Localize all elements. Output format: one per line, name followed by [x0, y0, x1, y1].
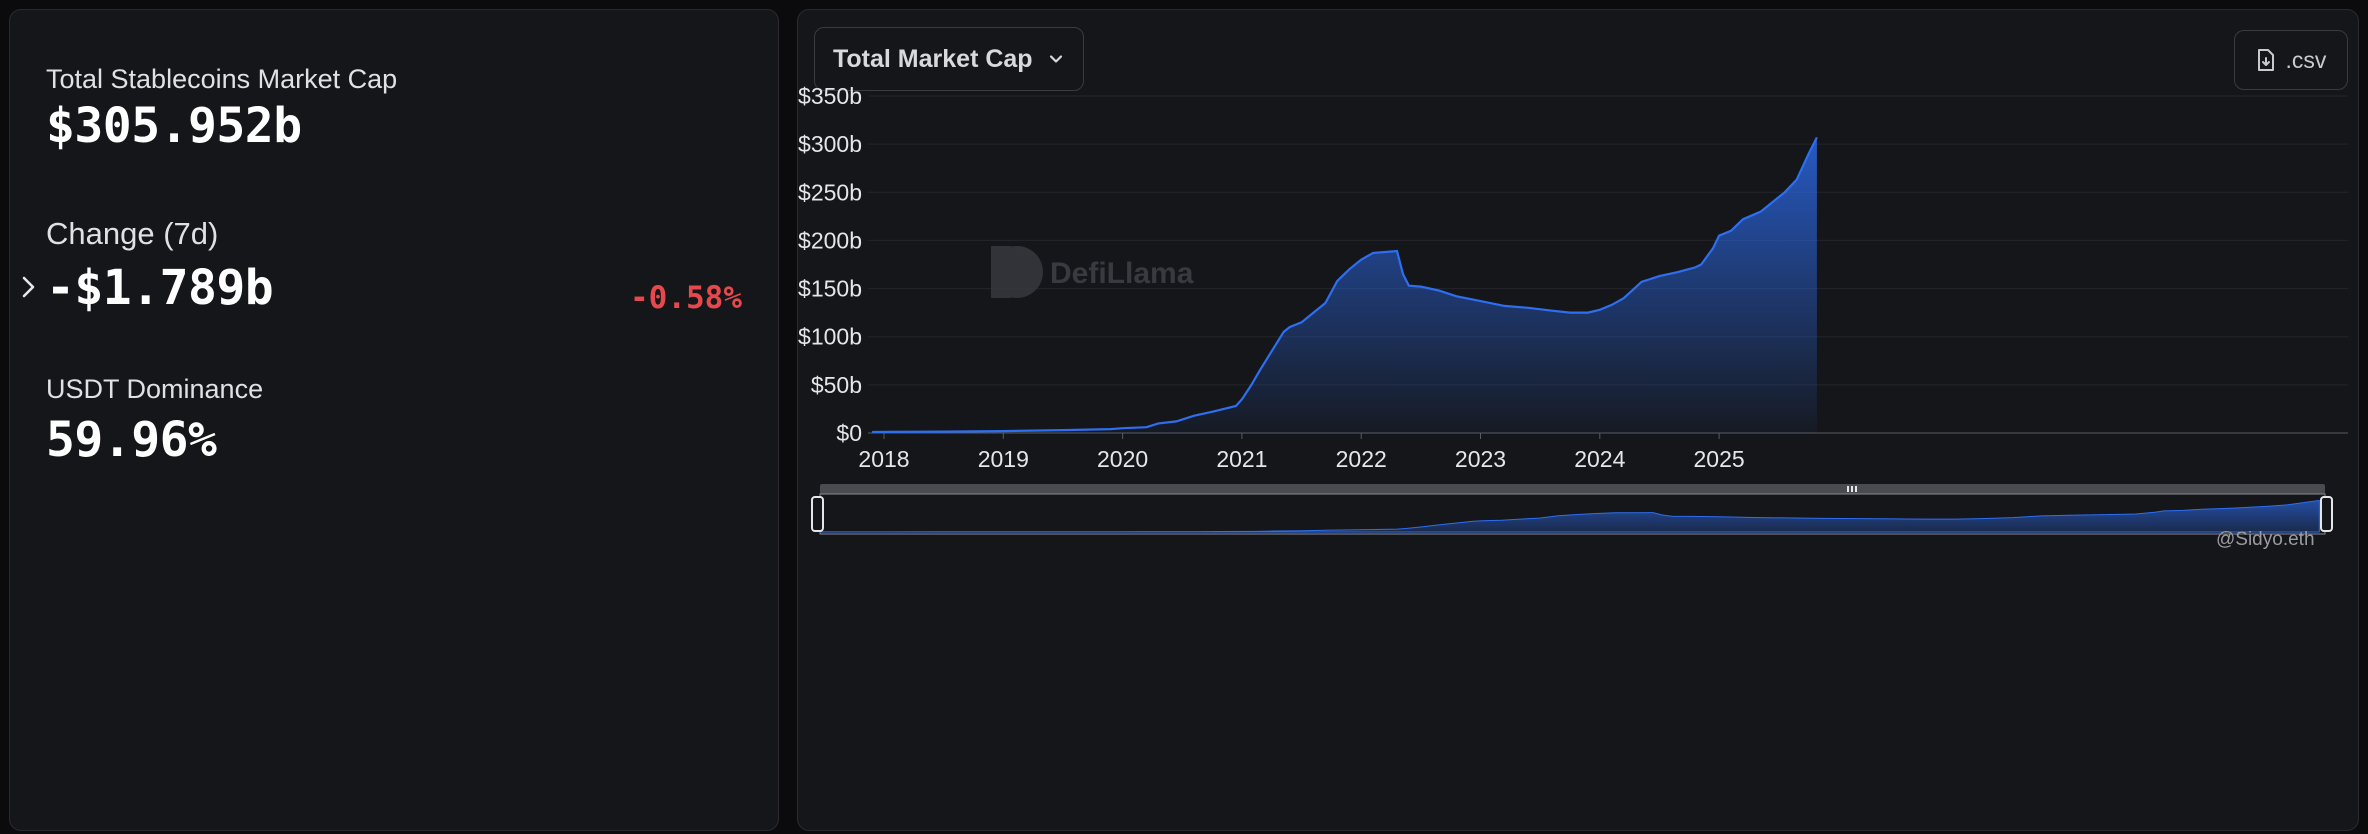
chevron-down-icon	[1049, 55, 1062, 63]
market-cap-chart: $0 $50b $100b $150b $200b $250b $300b $350b 201…	[798, 83, 2348, 550]
y-tick-label: $250b	[798, 179, 862, 205]
y-tick-label: $150b	[798, 276, 862, 302]
x-tick-label: 2025	[1694, 446, 1745, 472]
range-slider[interactable]	[811, 484, 2333, 535]
chart-credit: @Sidyo.eth	[2216, 529, 2315, 550]
total-market-cap-value: $305.952b	[46, 98, 302, 154]
x-tick-label: 2018	[858, 446, 909, 472]
y-tick-label: $200b	[798, 227, 862, 253]
minimap-area	[819, 499, 2320, 533]
usdt-dominance-label: USDT Dominance	[46, 374, 264, 404]
x-axis: 2018 2019 2020 2021 2022 2023 2024 2025	[858, 433, 1745, 472]
usdt-dominance-value: 59.96%	[46, 412, 217, 468]
x-tick-label: 2023	[1455, 446, 1506, 472]
change-7d-value: -$1.789b	[46, 260, 274, 316]
y-tick-label: $100b	[798, 324, 862, 350]
x-tick-label: 2020	[1097, 446, 1148, 472]
y-tick-label: $300b	[798, 131, 862, 157]
x-tick-label: 2019	[978, 446, 1029, 472]
metric-dropdown[interactable]: Total Market Cap	[814, 27, 1084, 91]
defillama-watermark: DefiLlama	[991, 246, 1194, 298]
y-tick-label: $350b	[798, 83, 862, 109]
change-7d-label: Change (7d)	[46, 216, 219, 251]
x-tick-label: 2022	[1336, 446, 1387, 472]
chart-panel: Total Market Cap .csv $0 $50b $100b $150b $2…	[797, 9, 2359, 831]
x-tick-label: 2024	[1574, 446, 1625, 472]
chevron-right-icon[interactable]	[18, 272, 40, 302]
range-slider-handle-bar[interactable]	[820, 484, 2325, 494]
stats-panel: Total Stablecoins Market Cap $305.952b C…	[9, 9, 779, 831]
range-slider-right-handle[interactable]	[2320, 496, 2333, 532]
metric-dropdown-label: Total Market Cap	[833, 44, 1033, 73]
watermark-text: DefiLlama	[1050, 257, 1194, 290]
y-tick-label: $50b	[811, 372, 862, 398]
total-market-cap-label: Total Stablecoins Market Cap	[46, 64, 398, 94]
market-cap-area	[872, 137, 1817, 433]
range-slider-left-handle[interactable]	[811, 496, 824, 532]
x-tick-label: 2021	[1216, 446, 1267, 472]
csv-button-label: .csv	[2285, 46, 2327, 73]
csv-download-button[interactable]: .csv	[2234, 30, 2348, 90]
y-axis: $0 $50b $100b $150b $200b $250b $300b $350b	[798, 83, 862, 446]
change-7d-percent: -0.58%	[630, 280, 742, 316]
llama-logo-stem	[991, 246, 1011, 298]
grip-icon	[1847, 486, 1857, 492]
y-tick-label: $0	[836, 420, 862, 446]
market-cap-line	[872, 136, 1818, 434]
file-download-icon	[2257, 49, 2274, 71]
